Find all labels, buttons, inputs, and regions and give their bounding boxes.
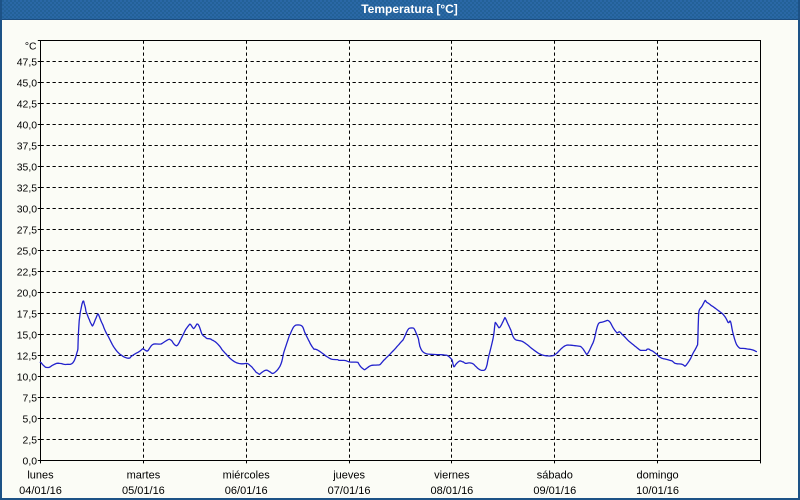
svg-text:20,0: 20,0: [17, 288, 37, 299]
svg-text:47,5: 47,5: [17, 57, 37, 68]
svg-text:06/01/16: 06/01/16: [225, 485, 268, 497]
svg-text:25,0: 25,0: [17, 246, 37, 257]
svg-text:lunes: lunes: [27, 470, 54, 482]
svg-text:07/01/16: 07/01/16: [328, 485, 371, 497]
svg-text:09/01/16: 09/01/16: [533, 485, 576, 497]
svg-text:martes: martes: [127, 470, 161, 482]
svg-text:42,5: 42,5: [17, 99, 37, 110]
svg-text:35,0: 35,0: [17, 162, 37, 173]
svg-text:30,0: 30,0: [17, 204, 37, 215]
svg-text:12,5: 12,5: [17, 351, 37, 362]
svg-text:domingo: domingo: [636, 470, 678, 482]
svg-text:22,5: 22,5: [17, 267, 37, 278]
svg-text:08/01/16: 08/01/16: [430, 485, 473, 497]
svg-text:10,0: 10,0: [17, 372, 37, 383]
svg-text:10/01/16: 10/01/16: [636, 485, 679, 497]
svg-text:15,0: 15,0: [17, 330, 37, 341]
svg-text:2,5: 2,5: [23, 435, 38, 446]
svg-text:jueves: jueves: [332, 470, 365, 482]
svg-text:27,5: 27,5: [17, 225, 37, 236]
svg-text:37,5: 37,5: [17, 141, 37, 152]
svg-text:17,5: 17,5: [17, 309, 37, 320]
svg-text:04/01/16: 04/01/16: [19, 485, 62, 497]
svg-text:viernes: viernes: [434, 470, 470, 482]
svg-text:45,0: 45,0: [17, 78, 37, 89]
svg-text:miércoles: miércoles: [223, 470, 271, 482]
svg-text:sábado: sábado: [537, 470, 573, 482]
svg-text:32,5: 32,5: [17, 183, 37, 194]
svg-text:°C: °C: [25, 41, 37, 52]
svg-text:5,0: 5,0: [23, 414, 38, 425]
svg-text:40,0: 40,0: [17, 120, 37, 131]
svg-text:7,5: 7,5: [23, 393, 38, 404]
svg-text:0,0: 0,0: [23, 456, 38, 467]
svg-text:05/01/16: 05/01/16: [122, 485, 165, 497]
